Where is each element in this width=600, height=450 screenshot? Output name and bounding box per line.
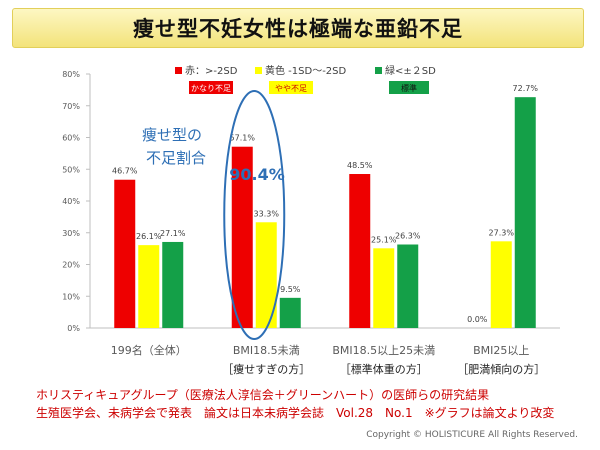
data-label: 27.1% [160,229,186,238]
bar [231,146,253,328]
data-label: 9.5% [280,285,301,294]
legend-swatch [255,67,262,74]
x-category-note: ［肥満傾向の方］ [457,362,545,376]
y-tick-label: 0% [67,324,80,333]
footer-line-1: ホリスティキュアグループ（医療法人淳信会＋グリーンハート）の医師らの研究結果 [36,388,490,402]
data-label: 0.0% [467,315,488,324]
legend-tag-label: やや不足 [275,84,307,93]
bar [397,244,419,328]
y-tick-label: 80% [62,70,80,79]
legend-label: 黄色 -1SD〜-2SD [265,64,347,77]
data-label: 27.3% [489,228,515,237]
y-tick-label: 50% [62,165,80,174]
bar [255,222,277,328]
highlight-ellipse [223,90,286,340]
legend-label: 赤：>-2SD [185,65,238,77]
copyright-text: Copyright © HOLISTICURE All Rights Reser… [366,430,578,440]
x-category-note: ［痩せすぎの方］ [222,362,310,376]
data-label: 72.7% [513,84,539,93]
data-label: 48.5% [347,161,373,170]
footer-line-2: 生殖医学会、未病学会で発表 論文は日本未病学会誌 Vol.28 No.1 ※グラ… [36,406,555,420]
legend-swatch [375,67,382,74]
data-label: 26.3% [395,231,421,240]
x-category-label: BMI18.5以上25未満 [332,344,435,357]
y-tick-label: 40% [62,197,80,206]
title-banner: 痩せ型不妊女性は極端な亜鉛不足 [12,8,584,48]
y-tick-label: 10% [62,292,80,301]
data-label: 26.1% [136,232,162,241]
legend-tag-box [269,81,313,94]
x-category-label: 199名（全体） [111,343,187,357]
x-category-note: ［標準体重の方］ [340,362,428,376]
bar [373,248,395,328]
legend-tag-label: 標準 [401,83,417,93]
bar [138,245,160,328]
bar [490,241,512,328]
legend-label: 緑<±２SD [385,64,436,77]
data-label: 33.3% [254,209,280,218]
bar [349,174,371,328]
y-tick-label: 30% [62,229,80,238]
legend-tag-box [389,81,429,94]
annotation-line-1: 痩せ型の [142,126,202,144]
data-label: 57.1% [230,134,256,143]
bar [514,97,536,329]
data-label: 25.1% [371,235,397,244]
bar [114,179,136,328]
legend-swatch [175,67,182,74]
x-category-label: BMI25以上 [473,344,529,357]
chart-title: 痩せ型不妊女性は極端な亜鉛不足 [133,17,463,41]
x-category-label: BMI18.5未満 [233,344,300,357]
y-tick-label: 70% [62,102,80,111]
legend-tag-box [189,81,233,94]
y-tick-label: 60% [62,134,80,143]
data-label: 46.7% [112,167,138,176]
annotation-line-2: 不足割合 [146,149,206,167]
y-tick-label: 20% [62,261,80,270]
bar [279,297,301,328]
legend-tag-label: かなり不足 [191,84,231,93]
annotation-value: 90.4% [229,165,285,184]
bar [162,241,184,328]
